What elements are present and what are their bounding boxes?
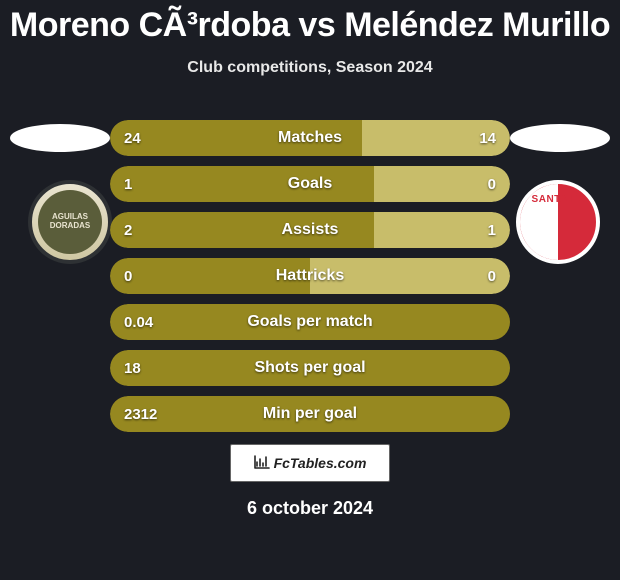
subtitle: Club competitions, Season 2024 <box>0 59 620 77</box>
page-title: Moreno CÃ³rdoba vs Meléndez Murillo <box>0 0 620 45</box>
stat-label: Goals per match <box>110 304 510 340</box>
team-badge-right: SANTA FE <box>516 180 600 264</box>
team-badge-right-label: SANTA FE <box>520 194 596 205</box>
brand-logo: FcTables.com <box>230 444 390 482</box>
stat-row: 00Hattricks <box>110 258 510 294</box>
stats-container: 2414Matches 10Goals 21Assists 00Hattricks 0.… <box>110 120 510 442</box>
stat-row: 10Goals <box>110 166 510 202</box>
date-text: 6 october 2024 <box>0 498 620 519</box>
chart-icon <box>254 455 270 472</box>
stat-row: 2414Matches <box>110 120 510 156</box>
stat-label: Min per goal <box>110 396 510 432</box>
stat-label: Assists <box>110 212 510 248</box>
stat-row: 21Assists <box>110 212 510 248</box>
brand-text: FcTables.com <box>274 455 367 471</box>
team-badge-left: AGUILAS DORADAS <box>28 180 112 264</box>
photo-placeholder-right <box>510 124 610 152</box>
team-badge-left-label: AGUILAS DORADAS <box>38 190 102 254</box>
stat-label: Shots per goal <box>110 350 510 386</box>
stat-row: 0.04Goals per match <box>110 304 510 340</box>
stat-label: Matches <box>110 120 510 156</box>
stat-row: 2312Min per goal <box>110 396 510 432</box>
stat-label: Hattricks <box>110 258 510 294</box>
stat-row: 18Shots per goal <box>110 350 510 386</box>
photo-placeholder-left <box>10 124 110 152</box>
stat-label: Goals <box>110 166 510 202</box>
